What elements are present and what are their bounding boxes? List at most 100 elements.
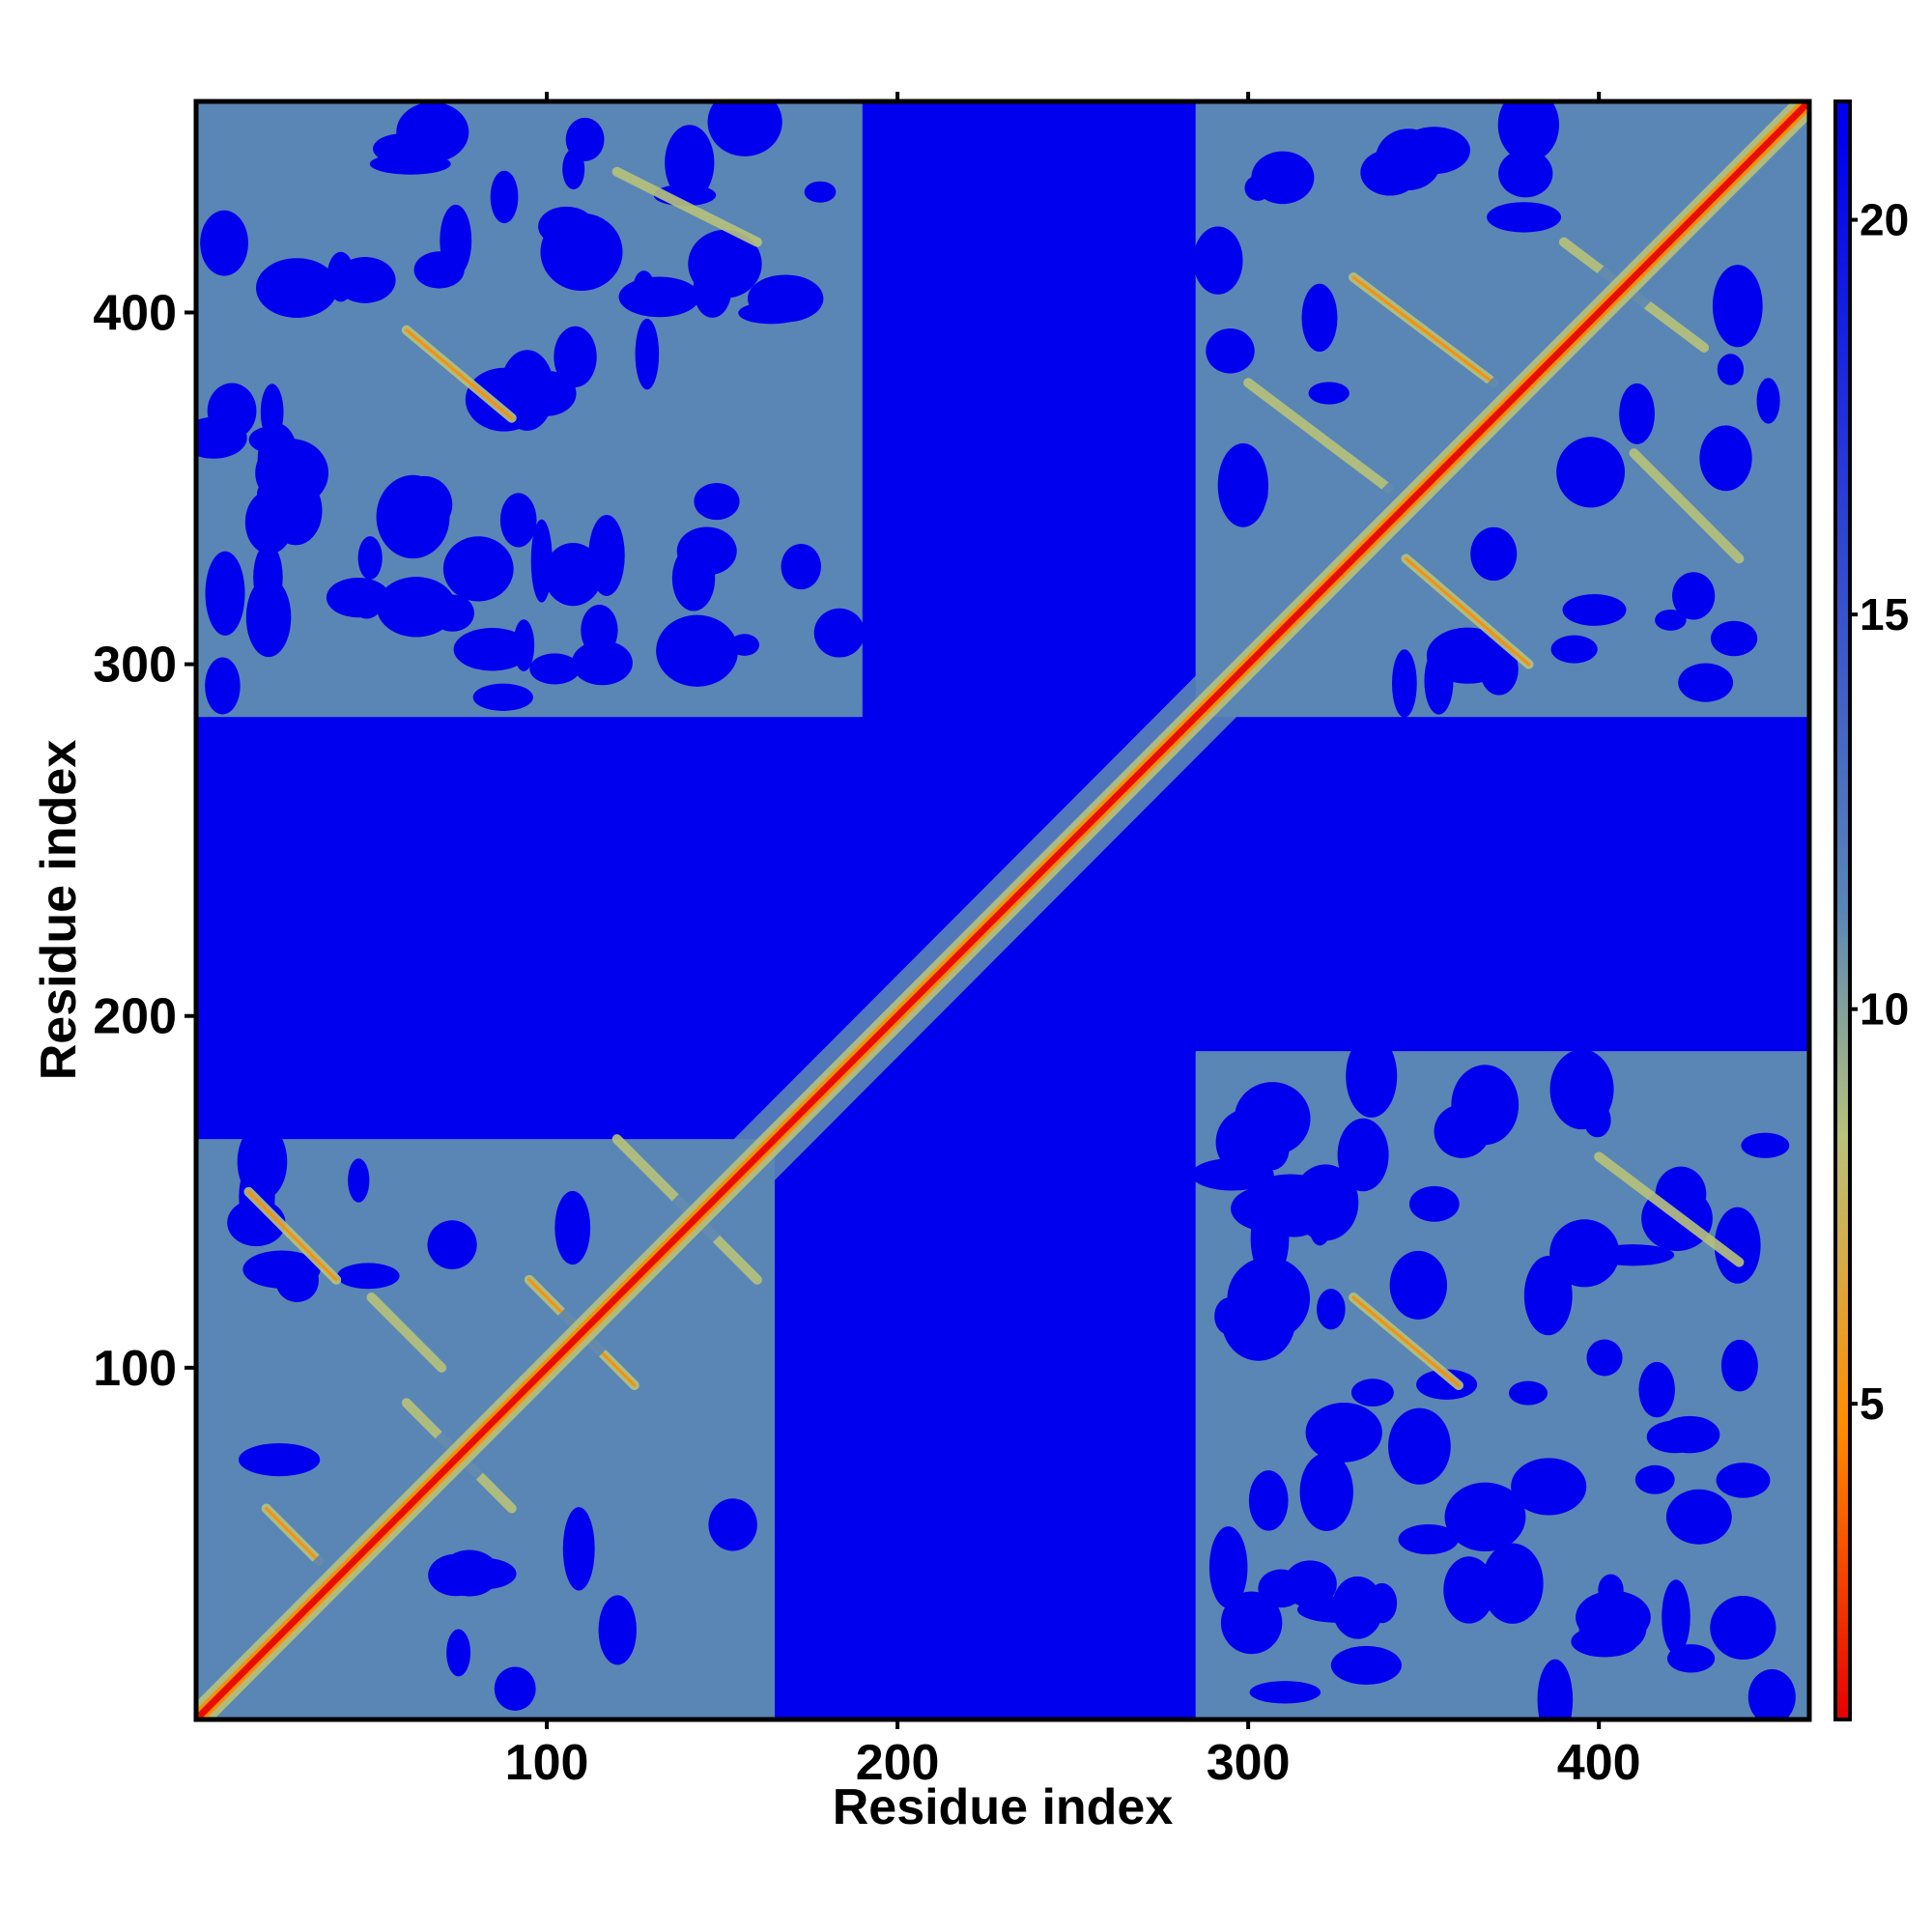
x-tick-label: 300 bbox=[1207, 1735, 1291, 1791]
low-contact-region bbox=[1308, 382, 1350, 405]
low-contact-region bbox=[1747, 1669, 1796, 1719]
low-contact-region bbox=[1481, 1543, 1544, 1624]
low-contact-region bbox=[1498, 149, 1553, 198]
low-contact-region bbox=[453, 628, 531, 671]
low-contact-region bbox=[618, 276, 700, 318]
low-contact-region bbox=[334, 257, 396, 303]
low-contact-region bbox=[554, 1190, 591, 1265]
contact-streak bbox=[1594, 1151, 1745, 1267]
contact-streak bbox=[366, 1293, 447, 1373]
low-contact-region bbox=[1549, 1219, 1620, 1288]
x-axis: 100 200 300 400 bbox=[505, 92, 1641, 1791]
low-contact-region bbox=[1346, 1034, 1398, 1118]
low-contact-region bbox=[738, 301, 805, 325]
low-contact-region bbox=[1659, 1415, 1720, 1454]
contact-streak bbox=[1351, 1295, 1461, 1387]
low-contact-region bbox=[1283, 1560, 1337, 1608]
low-contact-region bbox=[1556, 437, 1625, 508]
low-contact-region bbox=[1717, 354, 1745, 385]
low-contact-region bbox=[1301, 283, 1338, 353]
low-contact-region bbox=[357, 536, 383, 581]
low-contact-region bbox=[427, 1220, 477, 1269]
low-contact-region bbox=[1508, 1380, 1548, 1406]
colorbar-tick-label: 10 bbox=[1860, 984, 1909, 1035]
plot-area bbox=[196, 101, 1809, 1719]
low-contact-region bbox=[1497, 101, 1559, 162]
x-tick-label: 200 bbox=[856, 1735, 940, 1791]
contact-streak bbox=[1629, 448, 1745, 564]
low-contact-region bbox=[1638, 1361, 1675, 1418]
low-contact-region bbox=[351, 586, 383, 619]
low-contact-region bbox=[1470, 526, 1518, 582]
low-contact-region bbox=[1398, 1523, 1459, 1555]
low-contact-region bbox=[440, 1549, 499, 1597]
low-contact-region bbox=[1666, 1644, 1716, 1673]
low-contact-region bbox=[1272, 1214, 1316, 1237]
contact-streak bbox=[1243, 378, 1394, 494]
y-axis: 100 200 300 400 bbox=[93, 285, 196, 1397]
low-contact-region bbox=[256, 258, 338, 318]
contact-streak bbox=[405, 328, 514, 420]
contact-streak bbox=[265, 1507, 321, 1563]
low-contact-region bbox=[1443, 1556, 1495, 1624]
low-contact-region bbox=[1678, 663, 1734, 702]
low-contact-region bbox=[1408, 1185, 1460, 1222]
low-contact-region bbox=[242, 1250, 321, 1289]
low-contact-region bbox=[1511, 1458, 1587, 1516]
low-contact-region bbox=[465, 367, 543, 432]
colorbar-tick-label: 5 bbox=[1860, 1378, 1885, 1429]
colorbar-gradient bbox=[1833, 99, 1852, 1721]
low-contact-region bbox=[1391, 649, 1417, 718]
y-tick-label: 300 bbox=[93, 638, 177, 694]
low-contact-region bbox=[781, 543, 821, 590]
low-contact-region bbox=[1720, 1339, 1758, 1392]
low-contact-region bbox=[472, 683, 533, 711]
low-contact-region bbox=[562, 149, 585, 190]
low-contact-region bbox=[529, 653, 581, 685]
low-contact-region bbox=[665, 125, 715, 201]
y-tick-label: 100 bbox=[93, 1341, 177, 1397]
low-contact-region bbox=[1710, 620, 1758, 657]
low-contact-region bbox=[205, 657, 241, 715]
contact-streak bbox=[1351, 275, 1495, 384]
low-contact-region bbox=[376, 474, 450, 559]
low-contact-region bbox=[544, 543, 603, 607]
low-contact-region bbox=[1299, 1452, 1353, 1531]
low-contact-region bbox=[1716, 1463, 1771, 1498]
low-contact-region bbox=[1228, 1274, 1302, 1334]
low-contact-region bbox=[688, 229, 762, 298]
low-contact-region bbox=[1206, 328, 1255, 374]
low-contact-region bbox=[1331, 1576, 1383, 1639]
low-contact-region bbox=[1549, 1049, 1614, 1130]
low-contact-region bbox=[1655, 609, 1687, 631]
low-contact-region bbox=[1451, 1065, 1520, 1146]
low-contact-region bbox=[1756, 378, 1780, 424]
low-contact-region bbox=[494, 1666, 536, 1711]
colorbar: 5 10 15 20 bbox=[1833, 99, 1909, 1721]
low-contact-region bbox=[1330, 1645, 1402, 1685]
low-contact-region bbox=[430, 594, 474, 632]
low-contact-region bbox=[446, 1629, 471, 1677]
low-contact-region bbox=[1424, 647, 1454, 715]
low-contact-region bbox=[490, 170, 519, 224]
low-contact-region bbox=[1662, 1579, 1690, 1655]
low-contact-region bbox=[513, 619, 535, 671]
x-tick-label: 400 bbox=[1557, 1735, 1641, 1791]
low-contact-region bbox=[729, 634, 759, 656]
low-contact-region bbox=[708, 1498, 757, 1551]
low-contact-region bbox=[1337, 1118, 1389, 1192]
low-contact-region bbox=[1550, 635, 1598, 664]
low-contact-region bbox=[1562, 593, 1627, 626]
low-contact-region bbox=[1634, 1464, 1675, 1494]
low-contact-region bbox=[1208, 1526, 1248, 1608]
low-contact-region bbox=[538, 206, 595, 247]
low-contact-region bbox=[1537, 1659, 1574, 1719]
low-contact-region bbox=[440, 204, 472, 276]
low-contact-region bbox=[1672, 572, 1716, 620]
x-tick-label: 100 bbox=[505, 1735, 589, 1791]
low-contact-region bbox=[588, 514, 625, 597]
low-contact-region bbox=[336, 1263, 400, 1290]
low-contact-region bbox=[1586, 1339, 1623, 1377]
low-contact-region bbox=[1317, 1289, 1346, 1330]
y-tick-label: 400 bbox=[93, 285, 177, 341]
